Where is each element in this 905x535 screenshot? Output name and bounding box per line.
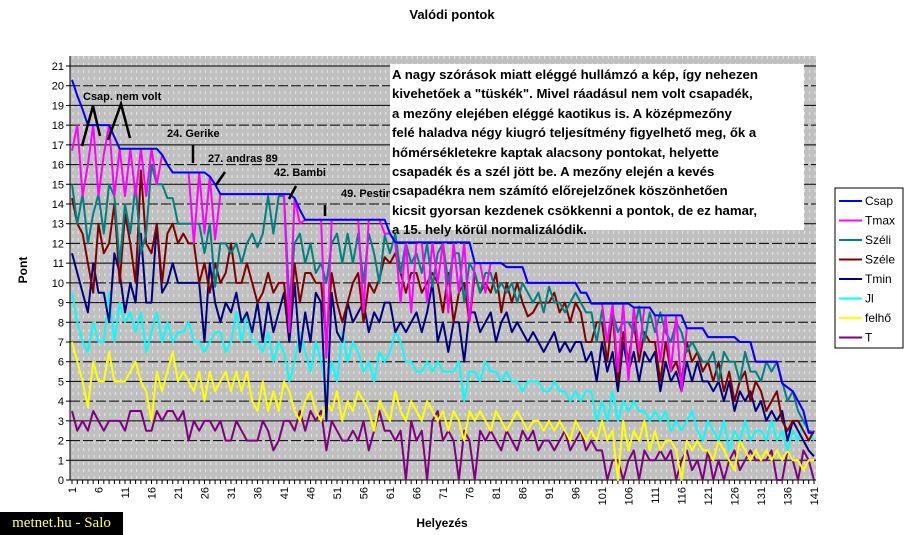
x-tick-label: 136 (783, 487, 795, 505)
y-tick-label: 12 (52, 238, 64, 250)
x-axis-label: Helyezés (416, 516, 468, 530)
x-tick-label: 1 (67, 487, 79, 493)
x-tick-label: 126 (730, 487, 742, 505)
note-line: a mezőny elejében eléggé kaotikus is. A … (392, 105, 732, 121)
y-tick-label: 8 (58, 317, 64, 329)
note-line: csapadék és a szél jött be. A mezőny ele… (392, 164, 715, 180)
series-line-jl (71, 291, 815, 452)
x-tick-label: 36 (253, 487, 265, 499)
legend-box (834, 187, 904, 349)
y-tick-label: 10 (52, 278, 64, 290)
x-tick-label: 86 (518, 487, 530, 499)
note-line: hőmérsékletekre kaptak alacsony pontokat… (392, 144, 719, 160)
y-tick-label: 4 (58, 396, 64, 408)
annotation-csap: Csap. nem volt (83, 91, 162, 103)
x-tick-label: 76 (465, 487, 477, 499)
x-tick-label: 116 (677, 487, 689, 505)
y-tick-label: 11 (53, 258, 64, 270)
x-tick-label: 131 (756, 487, 768, 505)
legend-label: Széli (865, 233, 891, 247)
chart-title: Valódi pontok (409, 7, 495, 22)
y-tick-label: 19 (52, 100, 64, 112)
x-tick-label: 106 (624, 487, 636, 505)
legend-label: felhő (865, 311, 891, 325)
legend-label: Csap (865, 194, 893, 208)
series-line-széle (71, 169, 815, 442)
y-tick-label: 9 (58, 298, 64, 310)
watermark: metnet.hu - Salo (0, 512, 123, 535)
y-tick-label: 5 (58, 376, 64, 388)
x-tick-label: 96 (571, 487, 583, 499)
x-tick-label: 56 (359, 487, 371, 499)
x-tick-label: 41 (279, 487, 291, 499)
legend-label: Széle (865, 253, 895, 267)
y-tick-label: 17 (52, 140, 64, 152)
x-tick-label: 31 (226, 487, 238, 499)
note-line: A nagy szórások miatt eléggé hullámzó a … (392, 67, 758, 82)
x-tick-label: 91 (544, 487, 556, 499)
x-tick-label: 26 (200, 487, 212, 499)
legend: Csap Tmax Széli Széle Tmin Jl felhő T (834, 187, 904, 349)
legend-label: Jl (865, 292, 874, 306)
y-tick-label: 1 (58, 455, 64, 467)
annotation-andras89: 27. andras 89 (208, 153, 278, 165)
annotation-pointers (80, 99, 327, 216)
y-tick-label: 7 (58, 337, 64, 349)
y-tick-label: 21 (52, 61, 64, 73)
commentary-textbox: A nagy szórások miatt eléggé hullámzó a … (390, 64, 804, 237)
y-tick-label: 16 (52, 160, 64, 172)
y-tick-label: 0 (58, 475, 64, 487)
x-tick-label: 6 (94, 487, 106, 493)
series-line-t (71, 410, 815, 481)
x-tick-label: 71 (438, 487, 450, 499)
x-tick-label: 121 (703, 487, 715, 505)
series-line-csap (71, 79, 814, 434)
note-line: a 15. hely körül normalizálódik. (392, 222, 587, 238)
x-tick-label: 111 (650, 487, 662, 504)
x-tick-label: 61 (385, 487, 397, 499)
x-tick-label: 46 (306, 487, 318, 499)
x-tick-label: 16 (147, 487, 159, 499)
y-tick-label: 13 (52, 219, 64, 231)
x-tick-label: 51 (332, 487, 344, 499)
note-line: csapadékra nem számító előrejelzőnek kös… (392, 183, 728, 199)
note-line: felé haladva négy kiugró teljesítmény fi… (392, 125, 757, 141)
y-tick-label: 18 (52, 120, 64, 132)
x-tick-label: 141 (809, 487, 821, 505)
x-tick-label: 66 (412, 487, 424, 499)
x-tick-label: 101 (597, 487, 609, 505)
annotation-pestimet: 49. Pestimet (341, 188, 406, 200)
x-tick-label: 11 (120, 487, 132, 498)
y-tick-label: 2 (58, 436, 64, 448)
series-line-felhő (71, 341, 814, 481)
annotation-gerike: 24. Gerike (167, 128, 220, 140)
legend-label: Tmin (865, 272, 892, 286)
y-tick-label: 15 (52, 179, 64, 191)
y-tick-label: 6 (58, 357, 64, 369)
legend-label: T (865, 331, 873, 345)
x-tick-label: 21 (173, 487, 185, 499)
note-line: kicsit gyorsan kezdenek csökkenni a pont… (392, 202, 757, 218)
note-line: kivehetőek a "tüskék". Mivel ráadásul ne… (392, 86, 753, 102)
annotation-bambi: 42. Bambi (274, 167, 326, 179)
y-tick-label: 14 (52, 199, 64, 211)
y-tick-label: 20 (52, 81, 64, 93)
y-axis-label: Pont (16, 257, 30, 284)
x-tick-label: 81 (491, 487, 503, 499)
series-line-tmin (71, 222, 815, 457)
legend-label: Tmax (865, 214, 895, 228)
y-tick-label: 3 (58, 416, 64, 428)
